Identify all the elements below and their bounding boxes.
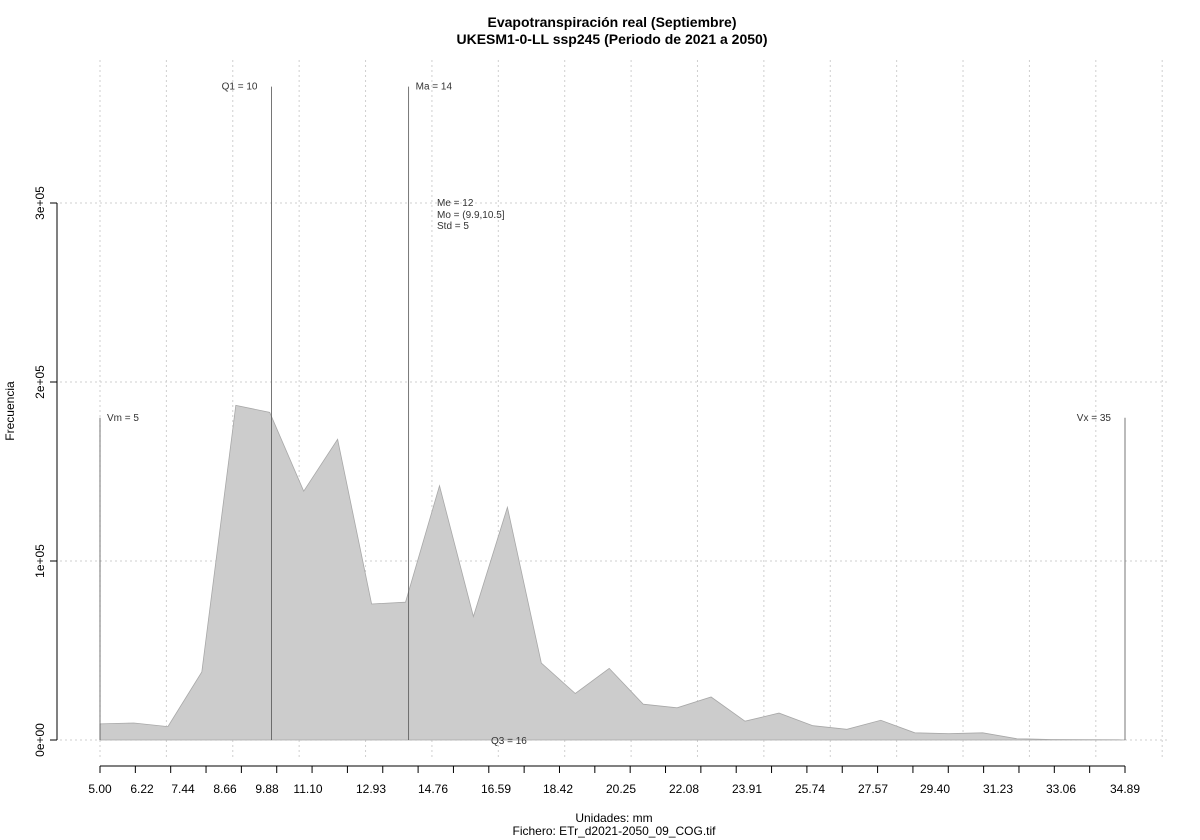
x-tick-label: 16.59: [481, 782, 511, 796]
x-tick-label: 27.57: [858, 782, 888, 796]
y-tick-label: 1e+05: [33, 544, 47, 578]
x-axis-label: Unidades: mm: [575, 811, 652, 825]
x-tick-label: 8.66: [213, 782, 237, 796]
y-tick-label: 3e+05: [33, 186, 47, 220]
area-series: [99, 404, 1126, 741]
x-tick-label: 25.74: [795, 782, 825, 796]
x-tick-label: 6.22: [130, 782, 154, 796]
x-axis: 5.00 6.22 7.44 8.66 9.88 11.10 12.93 14.76 16.59…: [88, 765, 1140, 796]
y-tick-label: 2e+05: [33, 365, 47, 399]
stat-std: Std = 5: [437, 221, 469, 232]
y-tick-label: 0e+00: [33, 723, 47, 757]
marker-label: Vx = 35: [1077, 413, 1112, 424]
x-tick-label: 14.76: [418, 782, 448, 796]
q3-label: Q3 = 16: [491, 736, 527, 747]
stat-mode: Mo = (9.9,10.5]: [437, 210, 505, 221]
y-axis-label: Frecuencia: [3, 381, 17, 441]
x-tick-label: 34.89: [1110, 782, 1140, 796]
chart-title: Evapotranspiración real (Septiembre): [488, 14, 737, 30]
marker-label: Q1 = 10: [222, 82, 258, 93]
x-tick-label: 31.23: [983, 782, 1013, 796]
y-axis: 0e+00 1e+05 2e+05 3e+05: [33, 186, 58, 757]
file-label: Fichero: ETr_d2021-2050_09_COG.tif: [513, 824, 717, 838]
stat-mean: Me = 12: [437, 198, 474, 209]
x-tick-label: 5.00: [88, 782, 112, 796]
marker-label: Ma = 14: [416, 82, 453, 93]
x-tick-label: 7.44: [171, 782, 195, 796]
x-tick-label: 22.08: [669, 782, 699, 796]
x-tick-label: 9.88: [255, 782, 279, 796]
x-tick-label: 33.06: [1046, 782, 1076, 796]
x-tick-label: 18.42: [543, 782, 573, 796]
x-tick-label: 23.91: [732, 782, 762, 796]
x-tick-label: 11.10: [293, 782, 322, 796]
stat-markers: Vm = 5 Q1 = 10 Ma = 14 Vx = 35: [99, 82, 1126, 740]
chart-subtitle: UKESM1-0-LL ssp245 (Periodo de 2021 a 20…: [457, 31, 768, 47]
marker-label: Vm = 5: [107, 413, 139, 424]
frequency-area: [99, 404, 1126, 741]
x-tick-label: 12.93: [356, 782, 386, 796]
x-tick-label: 29.40: [920, 782, 950, 796]
x-tick-label: 20.25: [606, 782, 636, 796]
